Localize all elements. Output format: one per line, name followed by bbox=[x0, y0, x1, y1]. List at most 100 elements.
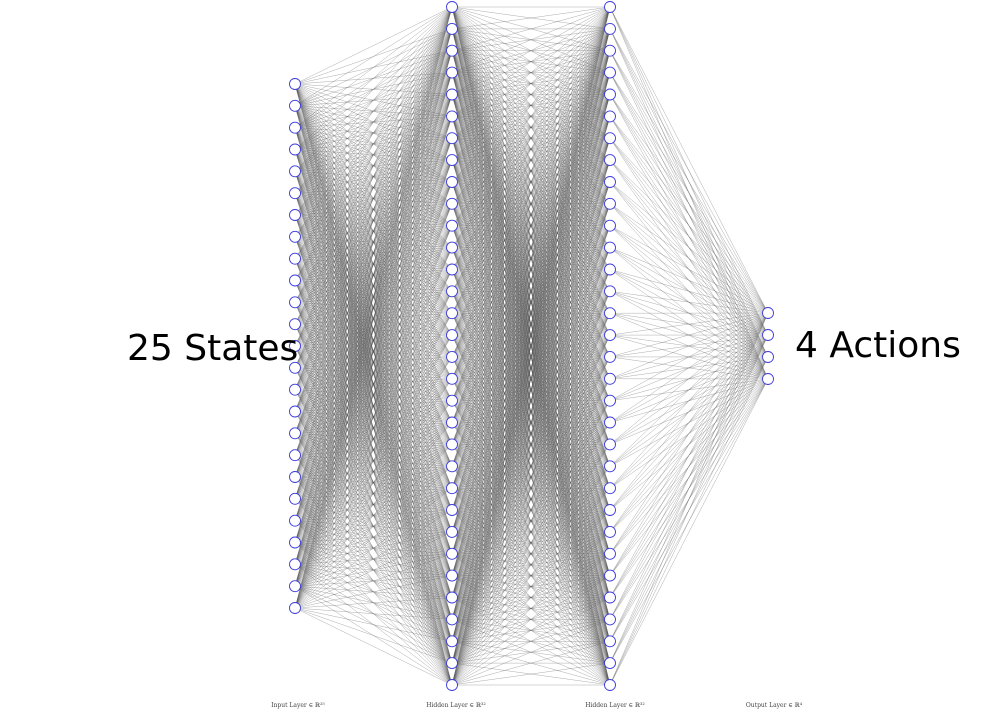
neuron-l2-n5 bbox=[604, 110, 616, 123]
neuron-l2-n10 bbox=[604, 219, 616, 232]
neuron-l0-n23 bbox=[289, 580, 301, 593]
neuron-l1-n22 bbox=[446, 482, 458, 495]
neuron-l1-n21 bbox=[446, 460, 458, 473]
neuron-l2-n7 bbox=[604, 154, 616, 167]
neuron-l2-n24 bbox=[604, 525, 616, 538]
neuron-l0-n22 bbox=[289, 558, 301, 571]
neuron-l3-n3 bbox=[762, 373, 774, 385]
neuron-l2-n31 bbox=[604, 679, 616, 691]
neuron-l2-n3 bbox=[604, 66, 616, 79]
neuron-l0-n24 bbox=[289, 602, 301, 614]
neuron-l2-n17 bbox=[604, 372, 616, 385]
neuron-l1-n29 bbox=[446, 635, 458, 648]
connection-edges bbox=[294, 6, 769, 686]
neuron-l3-n2 bbox=[762, 351, 774, 363]
neuron-l2-n2 bbox=[604, 44, 616, 57]
neuron-l1-n18 bbox=[446, 394, 458, 407]
layer-label-input: Input Layer ∈ ℝ²⁵ bbox=[271, 702, 325, 709]
layer-label-hidden-2: Hidden Layer ∈ ℝ³² bbox=[585, 702, 645, 709]
neuron-l0-n4 bbox=[289, 165, 301, 178]
neuron-l2-n13 bbox=[604, 285, 616, 298]
neuron-l0-n8 bbox=[289, 252, 301, 265]
neuron-l0-n17 bbox=[289, 449, 301, 462]
edges-layer-0-to-1 bbox=[294, 6, 453, 686]
neuron-l0-n10 bbox=[289, 296, 301, 309]
neuron-l0-n9 bbox=[289, 274, 301, 287]
neuron-l1-n11 bbox=[446, 241, 458, 254]
neuron-l1-n28 bbox=[446, 613, 458, 626]
neuron-l1-n30 bbox=[446, 657, 458, 670]
neuron-l2-n20 bbox=[604, 438, 616, 451]
neuron-l0-n20 bbox=[289, 514, 301, 527]
neuron-l1-n15 bbox=[446, 329, 458, 342]
neuron-l1-n2 bbox=[446, 44, 458, 57]
neuron-l1-n6 bbox=[446, 132, 458, 145]
neuron-l0-n21 bbox=[289, 536, 301, 549]
neuron-l1-n23 bbox=[446, 504, 458, 516]
neuron-l1-n17 bbox=[446, 372, 458, 385]
neuron-l1-n20 bbox=[446, 438, 458, 451]
neuron-nodes bbox=[289, 1, 774, 691]
neuron-l1-n16 bbox=[446, 350, 458, 363]
neuron-l2-n9 bbox=[604, 197, 616, 210]
neuron-l2-n16 bbox=[604, 350, 616, 363]
neuron-l3-n1 bbox=[762, 329, 774, 341]
neuron-l0-n5 bbox=[289, 187, 301, 200]
neuron-l0-n2 bbox=[289, 121, 301, 134]
neuron-l1-n25 bbox=[446, 547, 458, 560]
neuron-l2-n8 bbox=[604, 176, 616, 188]
neuron-l2-n12 bbox=[604, 263, 616, 276]
neuron-l2-n14 bbox=[604, 307, 616, 320]
neuron-l0-n7 bbox=[289, 230, 301, 243]
neuron-l2-n28 bbox=[604, 613, 616, 626]
neuron-l2-n4 bbox=[604, 88, 616, 101]
neuron-l2-n18 bbox=[604, 394, 616, 407]
neuron-l1-n19 bbox=[446, 416, 458, 429]
neuron-l2-n30 bbox=[604, 657, 616, 670]
neuron-l2-n26 bbox=[604, 569, 616, 582]
neuron-l0-n11 bbox=[289, 318, 301, 331]
neuron-l0-n16 bbox=[289, 427, 301, 440]
neuron-l1-n9 bbox=[446, 197, 458, 210]
neuron-l1-n27 bbox=[446, 591, 458, 604]
neuron-l2-n19 bbox=[604, 416, 616, 429]
neuron-l1-n8 bbox=[446, 176, 458, 188]
neuron-l1-n10 bbox=[446, 219, 458, 232]
neuron-l1-n3 bbox=[446, 66, 458, 79]
neuron-l0-n13 bbox=[289, 361, 301, 374]
neuron-l2-n21 bbox=[604, 460, 616, 473]
neuron-l2-n15 bbox=[604, 329, 616, 342]
neuron-l0-n12 bbox=[289, 340, 301, 352]
input-side-label: 25 States bbox=[127, 328, 299, 369]
neuron-l1-n1 bbox=[446, 22, 458, 35]
neuron-l1-n4 bbox=[446, 88, 458, 101]
output-side-label: 4 Actions bbox=[795, 325, 961, 366]
neuron-l0-n18 bbox=[289, 471, 301, 483]
neuron-l2-n25 bbox=[604, 547, 616, 560]
neuron-l2-n0 bbox=[604, 1, 616, 13]
neuron-l2-n23 bbox=[604, 504, 616, 516]
neuron-l1-n14 bbox=[446, 307, 458, 320]
neuron-l2-n27 bbox=[604, 591, 616, 604]
neuron-l1-n31 bbox=[446, 679, 458, 691]
neuron-l1-n7 bbox=[446, 154, 458, 167]
neuron-l2-n29 bbox=[604, 635, 616, 648]
neuron-l0-n0 bbox=[289, 78, 301, 90]
neuron-l1-n26 bbox=[446, 569, 458, 582]
neuron-l0-n3 bbox=[289, 143, 301, 156]
neuron-l0-n14 bbox=[289, 383, 301, 396]
neuron-l0-n15 bbox=[289, 405, 301, 418]
neuron-l0-n1 bbox=[289, 99, 301, 112]
neuron-l1-n0 bbox=[446, 1, 458, 13]
layer-label-output: Output Layer ∈ ℝ⁴ bbox=[745, 702, 803, 709]
neuron-l2-n22 bbox=[604, 482, 616, 495]
neuron-l2-n6 bbox=[604, 132, 616, 145]
neuron-l0-n6 bbox=[289, 209, 301, 221]
neuron-l1-n12 bbox=[446, 263, 458, 276]
edges-layer-1-to-2 bbox=[451, 6, 611, 686]
edges-layer-2-to-3 bbox=[609, 6, 769, 686]
neuron-l1-n13 bbox=[446, 285, 458, 298]
neuron-l0-n19 bbox=[289, 492, 301, 505]
neuron-l1-n24 bbox=[446, 525, 458, 538]
